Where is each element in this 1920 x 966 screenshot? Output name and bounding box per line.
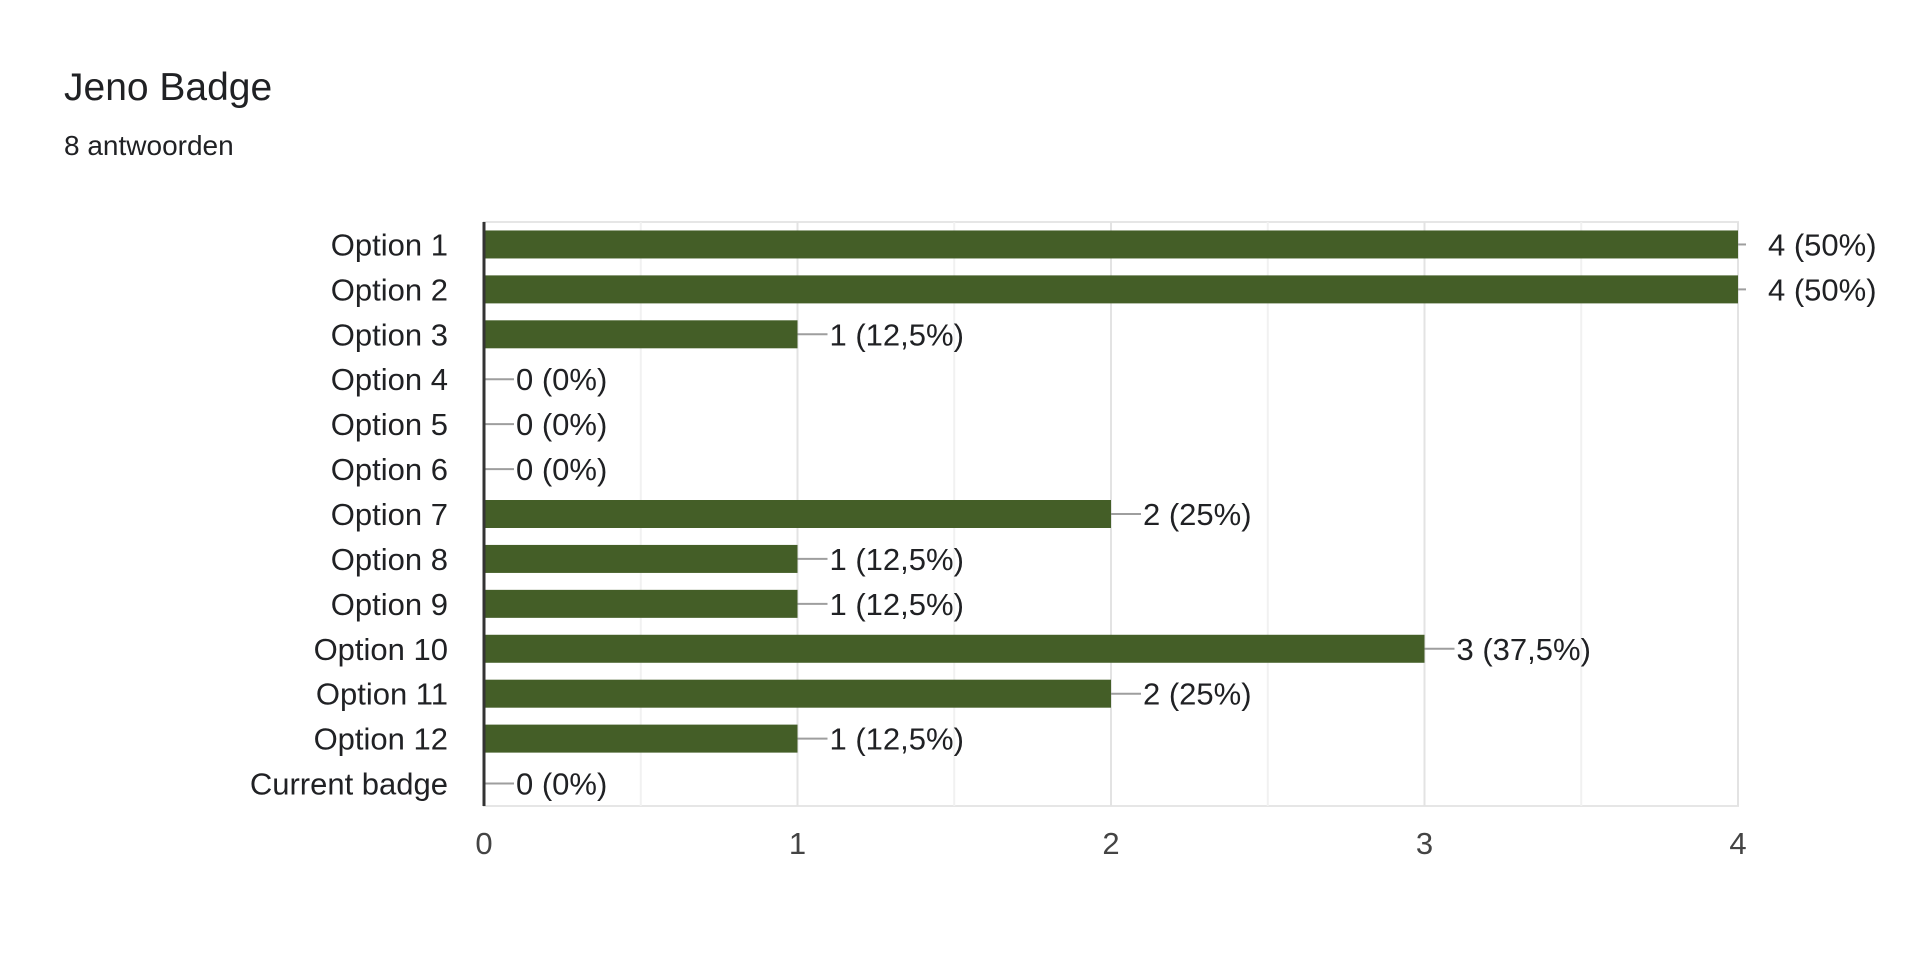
category-label: Option 9 <box>331 587 448 622</box>
data-label: 2 (25%) <box>1143 677 1252 712</box>
response-count: 8 antwoorden <box>64 130 234 161</box>
data-label: 0 (0%) <box>516 452 607 487</box>
category-label: Option 10 <box>314 632 448 667</box>
x-tick-label: 0 <box>475 826 492 861</box>
category-label: Option 4 <box>331 362 448 397</box>
data-label: 1 (12,5%) <box>830 722 964 757</box>
x-tick-label: 3 <box>1416 826 1433 861</box>
data-label: 1 (12,5%) <box>830 317 964 352</box>
category-label: Current badge <box>250 767 448 802</box>
data-label: 1 (12,5%) <box>830 587 964 622</box>
data-label: 1 (12,5%) <box>830 542 964 577</box>
bar-7 <box>484 500 1111 528</box>
category-label: Option 12 <box>314 722 448 757</box>
bar-10 <box>484 634 1425 663</box>
bar-2 <box>484 275 1738 304</box>
data-label: 0 (0%) <box>516 362 607 397</box>
data-label: 3 (37,5%) <box>1457 632 1591 667</box>
data-label: 2 (25%) <box>1143 497 1252 532</box>
data-label: 0 (0%) <box>516 767 607 802</box>
bar-8 <box>484 544 798 573</box>
category-label: Option 3 <box>331 317 448 352</box>
bar-12 <box>484 724 798 753</box>
category-label: Option 1 <box>331 227 448 262</box>
category-label: Option 5 <box>331 407 448 442</box>
x-tick-label: 1 <box>789 826 806 861</box>
category-label: Option 6 <box>331 452 448 487</box>
x-tick-label: 4 <box>1729 826 1746 861</box>
category-label: Option 7 <box>331 497 448 532</box>
bar-1 <box>484 230 1738 259</box>
data-label: 4 (50%) <box>1768 227 1877 262</box>
bar-3 <box>484 320 798 349</box>
chart-title: Jeno Badge <box>64 66 273 109</box>
category-label: Option 8 <box>331 542 448 577</box>
category-label: Option 2 <box>331 272 448 307</box>
bar-11 <box>484 679 1111 708</box>
bar-9 <box>484 589 798 618</box>
data-label: 4 (50%) <box>1768 272 1877 307</box>
x-tick-label: 2 <box>1102 826 1119 861</box>
data-label: 0 (0%) <box>516 407 607 442</box>
category-label: Option 11 <box>316 677 448 712</box>
